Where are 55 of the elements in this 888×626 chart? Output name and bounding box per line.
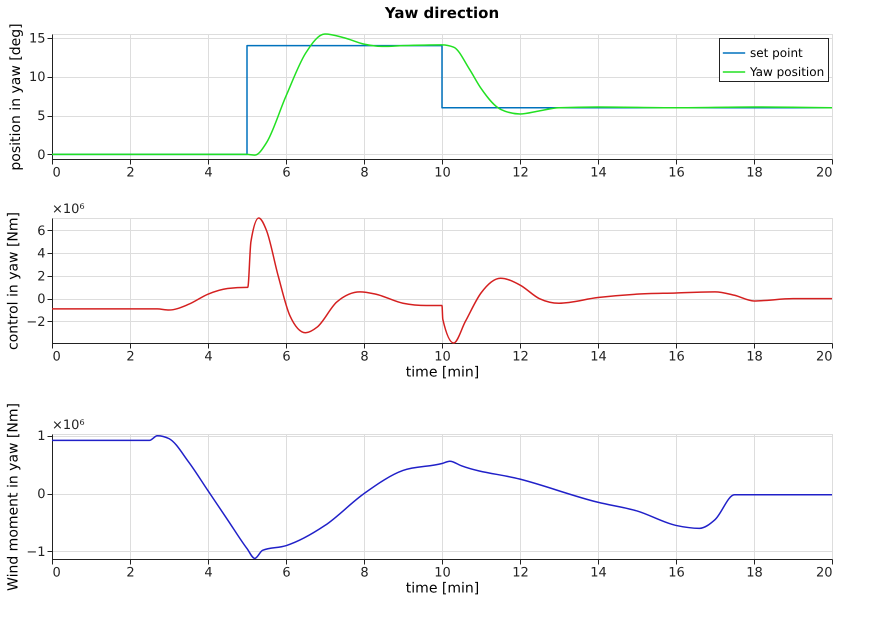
- text: ×10⁶: [52, 418, 85, 433]
- y-tick-label: 10: [28, 70, 46, 86]
- x-tick-label: 4: [204, 350, 213, 364]
- y-tick-label: −2: [26, 314, 46, 330]
- x-tick-label: 8: [360, 566, 369, 580]
- x-tick-label: 20: [816, 350, 832, 364]
- x-tick-label: 20: [816, 166, 832, 180]
- x-tick-label: 0: [52, 350, 61, 364]
- x-tick-label: 14: [590, 166, 607, 180]
- y-tick-label: 0: [37, 292, 46, 308]
- x-tick-label: 0: [52, 566, 61, 580]
- chart-title: Yaw direction: [384, 4, 500, 22]
- x-tick-label: 8: [360, 166, 369, 180]
- y-tick-label: 15: [28, 31, 46, 46]
- x-tick-label: 16: [668, 566, 685, 580]
- x-tick-label: 10: [434, 566, 451, 580]
- x-tick-label: 2: [126, 566, 135, 580]
- legend-label: set point: [750, 46, 804, 60]
- x-tick-label: 20: [816, 566, 832, 580]
- y-tick-label: 0: [37, 148, 46, 163]
- x-tick-label: 18: [746, 350, 763, 364]
- x-tick-label: 6: [282, 566, 291, 580]
- y-axis-title: Wind moment in yaw [Nm]: [5, 403, 22, 591]
- x-tick-label: 4: [204, 566, 213, 580]
- x-tick-label: 12: [512, 166, 529, 180]
- y-tick-label: 4: [37, 246, 46, 262]
- y-tick-label: 0: [37, 487, 46, 502]
- x-tick-label: 12: [512, 566, 529, 580]
- x-tick-label: 6: [282, 166, 291, 180]
- x-tick-label: 10: [434, 350, 451, 364]
- x-tick-label: 10: [434, 166, 451, 180]
- x-tick-label: 16: [668, 166, 685, 180]
- x-tick-label: 8: [360, 350, 369, 364]
- x-tick-label: 14: [590, 350, 607, 364]
- y-tick-label: 1: [37, 429, 46, 444]
- x-tick-label: 0: [52, 166, 61, 180]
- text: ×10⁶: [52, 202, 85, 217]
- x-tick-label: 18: [746, 566, 763, 580]
- y-tick-label: 6: [37, 224, 46, 239]
- x-tick-label: 4: [204, 166, 213, 180]
- y-tick-label: −1: [26, 544, 46, 560]
- y-axis-title: position in yaw [deg]: [8, 23, 24, 171]
- y-axis-title: control in yaw [Nm]: [5, 212, 22, 350]
- x-tick-label: 14: [590, 566, 607, 580]
- x-tick-label: 2: [126, 166, 135, 180]
- x-tick-label: 12: [512, 350, 529, 364]
- x-tick-label: 16: [668, 350, 685, 364]
- x-tick-label: 18: [746, 166, 763, 180]
- x-axis-title: time [min]: [406, 364, 480, 380]
- y-tick-label: 5: [37, 109, 46, 124]
- y-tick-label: 2: [37, 269, 46, 284]
- x-tick-label: 6: [282, 350, 291, 364]
- legend-label: Yaw position: [749, 65, 824, 79]
- x-tick-label: 2: [126, 350, 135, 364]
- x-axis-title: time [min]: [406, 580, 480, 596]
